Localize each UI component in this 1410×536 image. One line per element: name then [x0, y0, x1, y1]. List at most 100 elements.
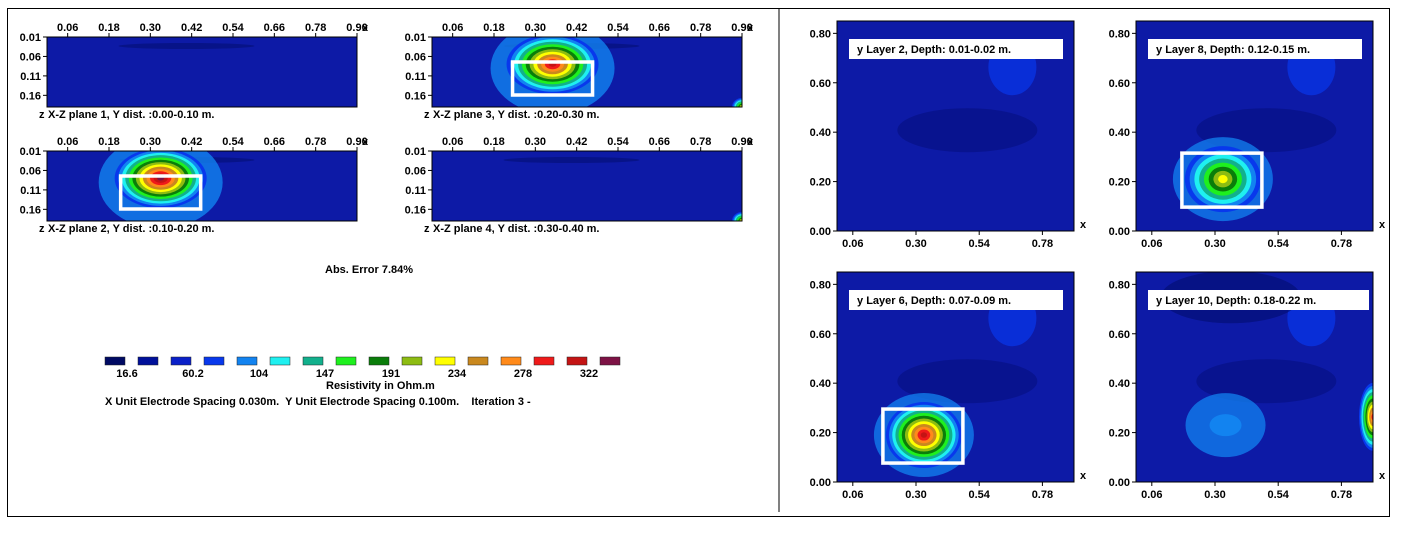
plot-frame [46, 150, 358, 222]
z-tick-label: 0.01 [405, 32, 426, 44]
x-axis-label: x [1080, 470, 1087, 482]
x-tick-label: 0.18 [483, 22, 504, 34]
layer-title: y Layer 8, Depth: 0.12-0.15 m. [1156, 44, 1310, 56]
legend-value: 60.2 [182, 368, 203, 380]
x-tick-label: 0.30 [1204, 238, 1225, 250]
x-axis-label: x [362, 136, 369, 148]
x-tick-label: 0.54 [222, 136, 244, 148]
x-tick-label: 0.78 [1331, 238, 1352, 250]
layer-map-4: 0.00 0.20 0.40 0.60 0.80 0.06 0.30 0.54 0.78 x y L… [1109, 271, 1386, 501]
y-axis-label: y [1156, 44, 1165, 56]
z-tick-label: 0.11 [20, 71, 41, 83]
z-tick-label: 0.16 [20, 90, 41, 102]
x-tick-label: 0.06 [842, 489, 863, 501]
legend-swatch [335, 356, 357, 366]
xz-plane-2: 0.06 0.18 0.30 0.42 0.54 0.66 0.78 0.90x 0.01 0.0… [405, 22, 754, 121]
legend-info: X Unit Electrode Spacing 0.030m. Y Unit … [105, 396, 531, 408]
z-tick-label: 0.11 [20, 185, 41, 197]
plot-frame [1135, 20, 1374, 232]
x-tick-label: 0.78 [305, 22, 326, 34]
y-tick-label: 0.20 [810, 177, 831, 189]
resistivity-anomaly [920, 432, 928, 438]
x-tick-label: 0.78 [305, 136, 326, 148]
xz-plane-1: 0.06 0.18 0.30 0.42 0.54 0.66 0.78 0.90x 0.01 0.0… [20, 22, 369, 121]
xz-plane-4: 0.06 0.18 0.30 0.42 0.54 0.66 0.78 0.90x 0.01 0.0… [405, 136, 754, 235]
plane-caption: X-Z plane 3, Y dist. :0.20-0.30 m. [433, 109, 600, 121]
y-axis-label: y [857, 295, 866, 307]
y-tick-label: 0.80 [810, 279, 831, 291]
x-tick-label: 0.54 [607, 136, 629, 148]
low-resistivity-zone [118, 43, 255, 49]
y-tick-label: 0.60 [810, 329, 831, 341]
z-tick-label: 0.16 [405, 204, 426, 216]
y-tick-label: 0.60 [1109, 78, 1130, 90]
x-tick-label: 0.18 [483, 136, 504, 148]
y-tick-label: 0.80 [810, 28, 831, 40]
contour-fill [873, 290, 1038, 478]
z-tick-label: 0.01 [20, 32, 41, 44]
layer-title-box [849, 39, 1063, 59]
layer-map-1: 0.00 0.20 0.40 0.60 0.80 0.06 0.30 0.54 0.78 x y L… [810, 20, 1087, 250]
layer-map-panels: 0.00 0.20 0.40 0.60 0.80 0.06 0.30 0.54 0.78 x y L… [810, 20, 1386, 501]
x-tick-label: 0.54 [1267, 489, 1289, 501]
plot-background [47, 37, 357, 107]
z-axis-label: z [424, 223, 430, 235]
color-scale-legend: 16.6 60.2 104 147 191 234 278 322 [104, 356, 621, 380]
resistivity-anomaly [1218, 174, 1228, 184]
legend-swatch [104, 356, 126, 366]
x-tick-label: 0.42 [566, 22, 587, 34]
legend-swatch [269, 356, 291, 366]
low-resistivity-zone [1196, 359, 1337, 404]
legend-swatch [599, 356, 621, 366]
x-tick-label: 0.78 [1032, 489, 1053, 501]
z-tick-label: 0.06 [405, 165, 426, 177]
xz-plane-panels: 0.06 0.18 0.30 0.42 0.54 0.66 0.78 0.90 x 0.01 0.0… [20, 22, 754, 235]
x-tick-label: 0.78 [690, 136, 711, 148]
y-tick-label: 0.20 [810, 428, 831, 440]
legend-swatch [533, 356, 555, 366]
y-tick-label: 0.00 [1109, 477, 1130, 489]
x-tick-label: 0.42 [566, 136, 587, 148]
x-tick-label: 0.18 [98, 136, 119, 148]
x-tick-label: 0.78 [1331, 489, 1352, 501]
x-tick-label: 0.06 [1141, 489, 1162, 501]
x-tick-label: 0.06 [57, 22, 78, 34]
x-tick-label: 0.06 [57, 136, 78, 148]
layer-title-text: Layer 10, Depth: 0.18-0.22 m. [1165, 295, 1316, 307]
x-tick-label: 0.30 [140, 136, 161, 148]
x-tick-label: 0.54 [968, 489, 990, 501]
y-tick-label: 0.80 [1109, 279, 1130, 291]
legend-value: 234 [448, 368, 467, 380]
x-tick-label: 0.90 [731, 22, 752, 34]
x-tick-label: 0.30 [905, 238, 926, 250]
legend-value: 278 [514, 368, 532, 380]
y-tick-label: 0.60 [1109, 329, 1130, 341]
contour-fill [98, 151, 255, 221]
x-axis-label: x [1379, 470, 1386, 482]
y-tick-label: 0.60 [810, 78, 831, 90]
y-tick-label: 0.40 [810, 127, 831, 139]
plot-frame [46, 36, 358, 108]
y-axis-label: y [857, 44, 866, 56]
y-tick-label: 0.20 [1109, 177, 1130, 189]
x-tick-label: 0.78 [690, 22, 711, 34]
x-tick-label: 0.06 [1141, 238, 1162, 250]
z-tick-label: 0.06 [20, 51, 41, 63]
plane-caption: X-Z plane 1, Y dist. :0.00-0.10 m. [48, 109, 215, 121]
x-tick-label: 0.42 [181, 136, 202, 148]
layer-title-box [1148, 39, 1362, 59]
y-axis-label: y [1156, 295, 1165, 307]
low-resistivity-zone [897, 359, 1038, 404]
z-tick-label: 0.16 [405, 90, 426, 102]
z-axis-label: z [424, 109, 430, 121]
plot-frame [836, 20, 1075, 232]
layer-title: y Layer 6, Depth: 0.07-0.09 m. [857, 295, 1011, 307]
x-tick-label: 0.66 [649, 136, 670, 148]
layer-title-text: Layer 6, Depth: 0.07-0.09 m. [866, 295, 1011, 307]
low-resistivity-zone [897, 108, 1038, 153]
z-tick-label: 0.06 [20, 165, 41, 177]
plot-frame [431, 36, 743, 108]
layer-title-text: Layer 2, Depth: 0.01-0.02 m. [866, 44, 1011, 56]
target-box [510, 60, 595, 97]
